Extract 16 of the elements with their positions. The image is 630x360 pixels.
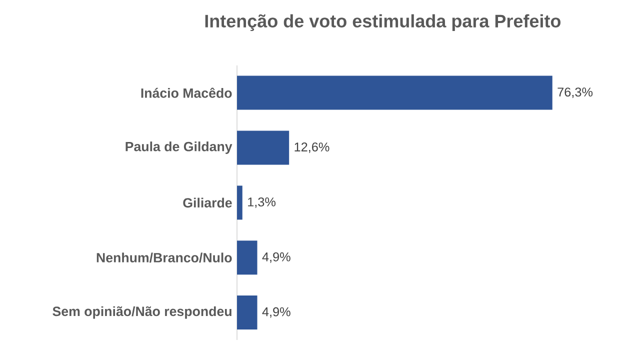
- bar: [237, 130, 290, 165]
- bar: [237, 296, 258, 330]
- bar: [237, 186, 242, 220]
- bar: [237, 76, 552, 110]
- data-label: 4,9%: [262, 307, 290, 318]
- bar: [237, 240, 258, 275]
- y-tick-label: Nenhum/Branco/Nulo: [96, 252, 232, 263]
- y-tick-label: Sem opinião/Não respondeu: [52, 306, 232, 319]
- chart-title: Intenção de voto estimulada para Prefeito: [205, 14, 561, 32]
- data-label: 1,3%: [248, 197, 276, 208]
- y-tick-label: Giliarde: [183, 198, 232, 208]
- data-label: 76,3%: [558, 88, 593, 98]
- data-label: 12,6%: [294, 142, 330, 153]
- y-tick-label: Paula de Gildany: [126, 142, 232, 154]
- y-tick-label: Inácio Macêdo: [141, 88, 232, 98]
- data-label: 4,9%: [262, 252, 290, 263]
